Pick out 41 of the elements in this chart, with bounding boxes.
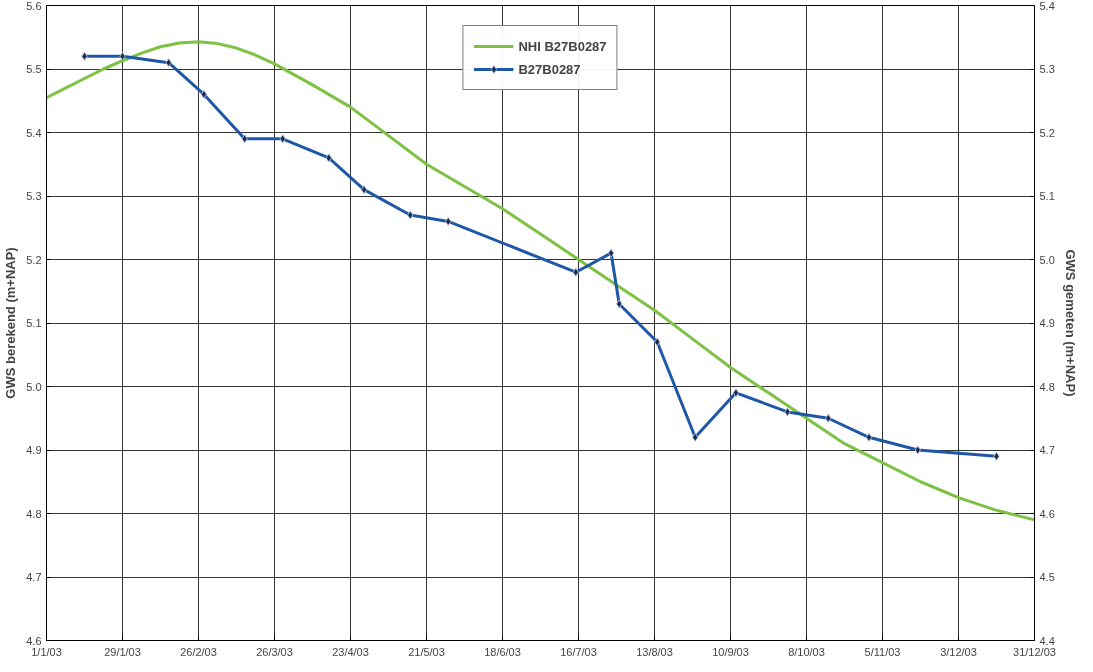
y2-tick-label: 5.1 [1039, 190, 1055, 202]
y-tick-label: 5.0 [26, 380, 42, 393]
y-tick-label: 5.1 [26, 317, 42, 329]
x-tick-label: 1/1/03 [31, 645, 62, 658]
y-tick-label: 4.7 [26, 571, 42, 583]
x-tick-label: 26/2/03 [180, 645, 217, 658]
x-tick-label: 26/3/03 [256, 645, 293, 658]
x-tick-label: 13/8/03 [636, 645, 673, 658]
y-tick-label: 5.2 [26, 253, 42, 266]
y2-tick-label: 4.6 [1039, 507, 1055, 520]
x-tick-label: 8/10/03 [788, 645, 825, 658]
y-tick-label: 5.6 [26, 0, 42, 12]
y-tick-label: 4.6 [26, 634, 42, 647]
legend-label: B27B0287 [518, 61, 581, 77]
y-tick-label: 4.9 [26, 444, 42, 456]
x-tick-label: 31/12/03 [1013, 645, 1056, 658]
x-tick-label: 10/9/03 [712, 645, 749, 658]
x-tick-label: 21/5/03 [408, 645, 445, 658]
y-tick-label: 5.4 [26, 126, 42, 139]
y-tick-label: 5.3 [26, 190, 42, 202]
y2-tick-label: 4.7 [1039, 444, 1055, 456]
line-series [46, 40, 1035, 522]
y-axis-title: GWS berekend (m+NAP) [3, 247, 19, 399]
y2-tick-label: 4.9 [1039, 317, 1055, 329]
y2-tick-label: 4.4 [1039, 634, 1055, 647]
x-tick-label: 3/12/03 [940, 645, 977, 658]
x-tick-label: 18/6/03 [484, 645, 521, 658]
x-tick-label: 5/11/03 [864, 645, 901, 658]
y2-tick-label: 4.5 [1039, 571, 1055, 583]
y2-tick-label: 5.0 [1039, 253, 1055, 266]
legend-label: NHI B27B0287 [518, 38, 607, 54]
x-tick-label: 29/1/03 [104, 645, 141, 658]
x-tick-label: 23/4/03 [332, 645, 369, 658]
y2-tick-label: 5.3 [1039, 63, 1055, 75]
x-tick-label: 16/7/03 [560, 645, 597, 658]
y-tick-label: 5.5 [26, 63, 42, 75]
y2-tick-label: 5.4 [1039, 0, 1055, 12]
y2-axis-title: GWS gemeten (m+NAP) [1062, 249, 1078, 397]
y2-tick-label: 5.2 [1039, 126, 1055, 139]
y2-tick-label: 4.8 [1039, 380, 1055, 393]
y-tick-label: 4.8 [26, 507, 42, 520]
